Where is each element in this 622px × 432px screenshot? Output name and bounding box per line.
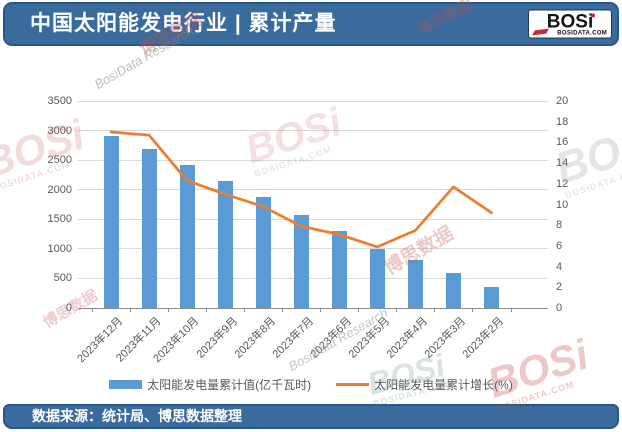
axis-tick bbox=[396, 308, 398, 312]
bosi-logo-bos: BOS bbox=[546, 11, 588, 33]
bar bbox=[293, 214, 309, 308]
footer-bar: 数据来源：统计局、博思数据整理 bbox=[3, 404, 619, 429]
legend-bar-swatch-icon bbox=[109, 380, 143, 389]
data-source-text: 数据来源：统计局、博思数据整理 bbox=[32, 408, 242, 424]
y-axis-label-right: 18 bbox=[556, 115, 569, 128]
bosi-logo-site: BOSIDATA.COM bbox=[557, 30, 607, 37]
y-axis-label-right: 4 bbox=[556, 260, 563, 273]
bar bbox=[103, 136, 119, 308]
legend-line-swatch-icon bbox=[336, 383, 370, 386]
y-axis-label-left: 1000 bbox=[47, 242, 72, 255]
bar bbox=[217, 180, 233, 308]
header-bar: 中国太阳能发电行业 | 累计产量 BOSi BOSIDATA.COM bbox=[3, 2, 619, 46]
y-axis-label-right: 12 bbox=[556, 177, 569, 190]
y-axis-label-right: 6 bbox=[556, 239, 563, 252]
bosi-logo-text: BOSi bbox=[529, 11, 611, 34]
axis-tick bbox=[472, 308, 474, 312]
y-axis-label-left: 2500 bbox=[47, 154, 72, 167]
y-axis-label-right: 14 bbox=[556, 157, 569, 170]
bosi-logo: BOSi BOSIDATA.COM bbox=[528, 9, 612, 39]
bar bbox=[179, 164, 195, 308]
y-axis-label-left: 1500 bbox=[47, 213, 72, 226]
bar bbox=[484, 286, 499, 308]
page-title: 中国太阳能发电行业 | 累计产量 bbox=[30, 12, 337, 35]
y-axis-label-right: 20 bbox=[556, 95, 569, 107]
y-axis-label-right: 8 bbox=[556, 219, 563, 232]
legend-item-bars: 太阳能发电量累计值(亿千瓦时) bbox=[109, 376, 311, 393]
axis-tick bbox=[358, 308, 360, 312]
gridline bbox=[78, 248, 548, 250]
axis-tick bbox=[91, 308, 93, 312]
gridline bbox=[78, 277, 548, 279]
y-axis-label-right: 2 bbox=[556, 281, 563, 294]
y-axis-label-left: 2000 bbox=[47, 183, 72, 196]
y-axis-label-left: 3500 bbox=[47, 95, 72, 107]
axis-tick bbox=[320, 308, 322, 312]
bosi-logo-red-dot-icon bbox=[591, 13, 595, 18]
gridline bbox=[78, 130, 548, 132]
bar bbox=[141, 148, 157, 308]
gridline bbox=[78, 307, 548, 309]
bar bbox=[445, 272, 461, 308]
y-axis-label-left: 0 bbox=[65, 302, 72, 314]
bar bbox=[255, 196, 271, 308]
y-axis-label-right: 10 bbox=[556, 198, 569, 211]
y-axis-label-right: 16 bbox=[556, 136, 569, 149]
axis-tick bbox=[510, 308, 512, 312]
bar bbox=[369, 249, 385, 308]
axis-tick bbox=[206, 308, 208, 312]
axis-tick bbox=[168, 308, 170, 312]
axis-tick bbox=[434, 308, 436, 312]
legend-line-label: 太阳能发电量累计增长(%) bbox=[374, 378, 513, 392]
axis-tick bbox=[130, 308, 132, 312]
legend-item-line: 太阳能发电量累计增长(%) bbox=[336, 376, 513, 393]
y-axis-label-left: 3000 bbox=[47, 124, 72, 137]
chart-legend: 太阳能发电量累计值(亿千瓦时) 太阳能发电量累计增长(%) bbox=[0, 376, 622, 393]
axis-tick bbox=[282, 308, 284, 312]
y-axis-label-right: 0 bbox=[556, 302, 563, 314]
bosi-logo-i: i bbox=[587, 11, 594, 33]
axis-tick bbox=[244, 308, 246, 312]
gridline bbox=[78, 100, 548, 102]
bar bbox=[331, 230, 347, 308]
y-axis-label-left: 500 bbox=[53, 272, 72, 285]
legend-bar-label: 太阳能发电量累计值(亿千瓦时) bbox=[147, 378, 312, 392]
bar bbox=[407, 260, 423, 308]
